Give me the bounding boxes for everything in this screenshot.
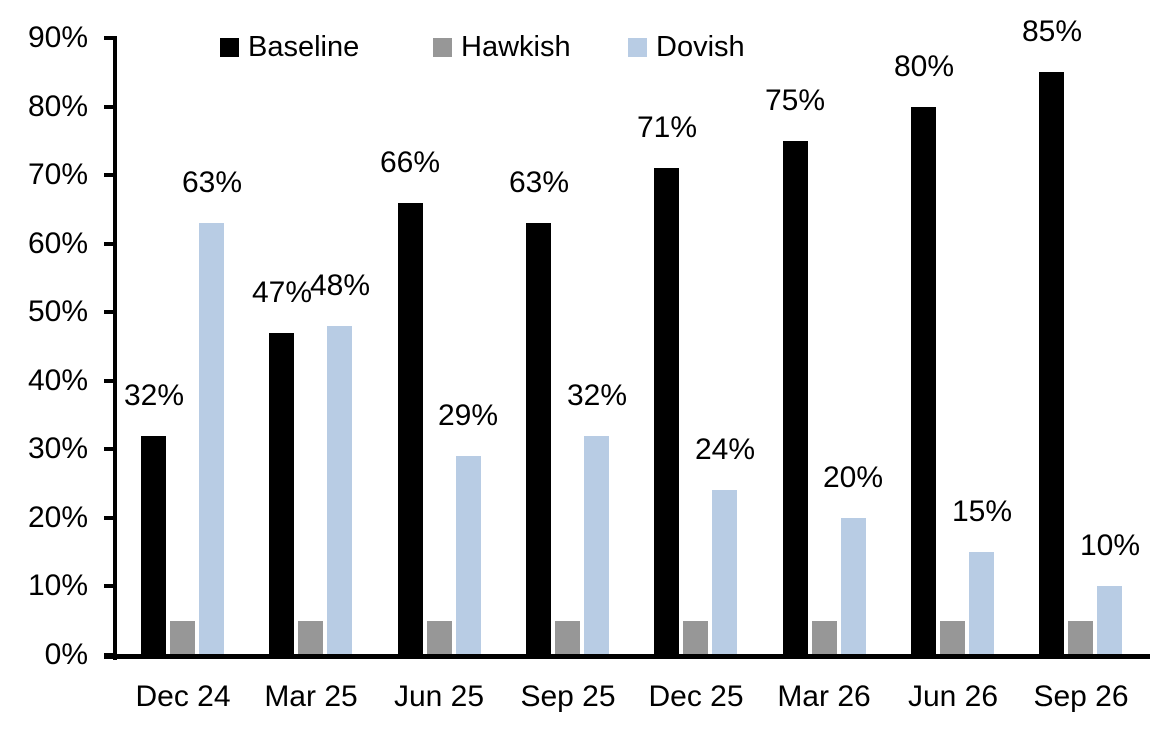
data-label-baseline-sep-26: 85% (1021, 15, 1083, 48)
bar-baseline-sep-25 (526, 223, 551, 655)
data-label-baseline-dec-25: 71% (636, 111, 698, 144)
legend-label-dovish: Dovish (656, 31, 745, 63)
bar-dovish-mar-25 (327, 326, 352, 655)
legend-swatch-hawkish (433, 37, 452, 57)
y-axis-line (113, 38, 117, 660)
bar-hawkish-mar-26 (812, 621, 837, 655)
y-axis-tick-label: 70% (27, 158, 88, 191)
y-axis-tick-label: 80% (27, 90, 88, 123)
x-axis-category-label: Mar 25 (264, 680, 358, 713)
bar-dovish-sep-26 (1097, 586, 1122, 655)
x-axis-category-label: Jun 26 (907, 680, 999, 713)
data-label-dovish-dec-25: 24% (694, 433, 756, 466)
data-label-baseline-jun-25: 66% (379, 146, 441, 179)
bar-baseline-mar-25 (269, 333, 294, 655)
y-axis-tick-label: 40% (27, 364, 88, 397)
bar-baseline-sep-26 (1039, 72, 1064, 655)
legend-label-hawkish: Hawkish (461, 31, 571, 63)
y-axis-tick-label: 20% (27, 501, 88, 534)
legend-swatch-dovish (628, 37, 647, 57)
y-axis-tick-label: 50% (27, 295, 88, 328)
bar-baseline-jun-26 (911, 107, 936, 655)
y-axis-tick (104, 516, 117, 520)
bar-baseline-dec-25 (654, 168, 679, 655)
bar-dovish-mar-26 (841, 518, 866, 655)
x-axis-category-label: Dec 24 (135, 680, 231, 713)
data-label-baseline-mar-25: 47% (251, 276, 313, 309)
x-axis-category-label: Jun 25 (393, 680, 485, 713)
x-axis-category-label: Sep 26 (1033, 680, 1129, 713)
y-axis-tick (104, 447, 117, 451)
data-label-dovish-dec-24: 63% (181, 166, 243, 199)
y-axis-tick (104, 105, 117, 109)
bar-hawkish-dec-25 (683, 621, 708, 655)
y-axis-tick (104, 36, 117, 40)
data-label-dovish-jun-25: 29% (437, 399, 499, 432)
x-axis-category-label: Sep 25 (520, 680, 616, 713)
bar-dovish-jun-26 (969, 552, 994, 655)
y-axis-tick (104, 379, 117, 383)
y-axis-tick-label: 10% (27, 569, 88, 602)
y-axis-tick (104, 173, 117, 177)
data-label-baseline-dec-24: 32% (123, 379, 185, 412)
y-axis-tick (104, 584, 117, 588)
bar-dovish-jun-25 (456, 456, 481, 655)
bar-baseline-jun-25 (398, 203, 423, 655)
legend-item-hawkish: Hawkish (433, 29, 571, 65)
y-axis-tick-label: 90% (27, 21, 88, 54)
y-axis-tick-label: 0% (44, 638, 88, 671)
data-label-baseline-sep-25: 63% (508, 166, 570, 199)
data-label-dovish-jun-26: 15% (951, 495, 1013, 528)
x-axis-category-label: Mar 26 (777, 680, 871, 713)
legend-swatch-baseline (220, 37, 239, 57)
legend-item-baseline: Baseline (220, 29, 359, 65)
bar-hawkish-dec-24 (170, 621, 195, 655)
y-axis-tick-label: 60% (27, 227, 88, 260)
bar-hawkish-sep-25 (555, 621, 580, 655)
bar-dovish-dec-25 (712, 490, 737, 655)
bar-hawkish-mar-25 (298, 621, 323, 655)
bar-dovish-sep-25 (584, 436, 609, 655)
bar-baseline-mar-26 (783, 141, 808, 655)
bar-hawkish-sep-26 (1068, 621, 1093, 655)
x-axis-line (104, 654, 1150, 659)
data-label-baseline-jun-26: 80% (893, 50, 955, 83)
legend-item-dovish: Dovish (628, 29, 745, 65)
bar-dovish-dec-24 (199, 223, 224, 655)
y-axis-tick (104, 310, 117, 314)
legend-label-baseline: Baseline (248, 31, 360, 63)
data-label-dovish-sep-26: 10% (1079, 529, 1141, 562)
data-label-dovish-sep-25: 32% (566, 379, 628, 412)
data-label-dovish-mar-26: 20% (822, 461, 884, 494)
bar-hawkish-jun-26 (940, 621, 965, 655)
data-label-baseline-mar-26: 75% (764, 84, 826, 117)
bar-baseline-dec-24 (141, 436, 166, 655)
bar-hawkish-jun-25 (427, 621, 452, 655)
y-axis-tick-label: 30% (27, 432, 88, 465)
y-axis-tick (104, 242, 117, 246)
data-label-dovish-mar-25: 48% (309, 269, 371, 302)
x-axis-category-label: Dec 25 (648, 680, 744, 713)
